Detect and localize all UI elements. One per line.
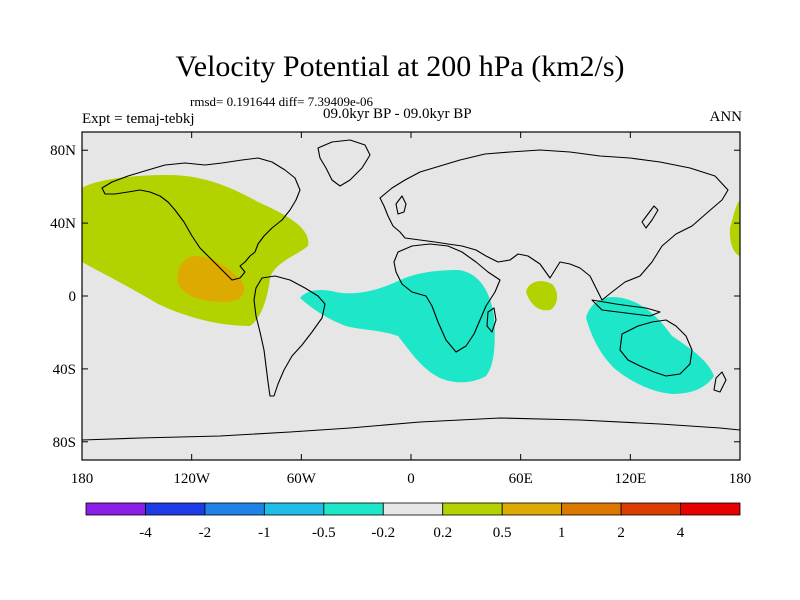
coastline-eurasia <box>379 149 729 301</box>
colorbar-box <box>382 502 444 516</box>
colorbar-box <box>561 502 622 516</box>
colorbar-box <box>145 502 206 516</box>
coastline-australia <box>619 319 693 377</box>
experiment-label: Expt = temaj-tebkj <box>82 111 195 127</box>
colorbar-box <box>263 502 325 516</box>
contour-region-eastern-pacific-max <box>177 256 244 302</box>
coastline-greenland <box>317 139 371 187</box>
colorbar-label: -2 <box>199 525 212 541</box>
colorbar-box <box>501 502 563 516</box>
coastline-africa <box>393 243 501 353</box>
colorbar-box <box>442 502 503 516</box>
colorbar-label: 0.2 <box>433 525 452 541</box>
colorbar-label: 0.5 <box>493 525 512 541</box>
y-tick-label: 40N <box>50 216 76 232</box>
coastline-japan <box>641 205 659 229</box>
map-plot-area <box>82 132 740 460</box>
x-tick-label: 60E <box>509 471 533 487</box>
contour-region-west-pacific-edge-positive <box>729 200 740 256</box>
colorbar-label: -0.2 <box>371 525 395 541</box>
rmsd-subtitle: rmsd= 0.191644 diff= 7.39409e-06 <box>190 94 374 109</box>
coastline-uk <box>395 195 407 215</box>
y-tick-label: 0 <box>69 289 77 305</box>
x-tick-label: 120W <box>173 471 211 487</box>
colorbar-label: 1 <box>558 525 566 541</box>
colorbar-label: 2 <box>617 525 625 541</box>
x-tick-label: 180 <box>729 471 752 487</box>
season-label: ANN <box>709 109 743 125</box>
colorbar-label: -1 <box>258 525 271 541</box>
y-tick-label: 80N <box>50 143 76 159</box>
colorbar-box <box>85 502 146 516</box>
x-tick-label: 0 <box>407 471 415 487</box>
contour-region-north-pacific-positive <box>82 174 309 326</box>
colorbar-box <box>323 502 384 516</box>
contour-region-indian-ocean-positive <box>526 281 558 311</box>
contour-region-australia-negative <box>586 296 714 394</box>
colorbar-box <box>204 502 265 516</box>
coastline-north-america <box>101 157 301 281</box>
coastline-new-zealand <box>713 371 727 393</box>
colorbar-label: -4 <box>139 525 152 541</box>
x-tick-label: 180 <box>71 471 94 487</box>
y-tick-label: 80S <box>53 435 76 451</box>
colorbar-box <box>620 502 681 516</box>
contour-region-atlantic-africa-negative <box>300 270 495 383</box>
colorbar-label: 4 <box>677 525 685 541</box>
coastline-antarctica <box>82 417 740 441</box>
colorbar-box <box>680 502 741 516</box>
x-tick-label: 60W <box>287 471 317 487</box>
x-tick-label: 120E <box>614 471 646 487</box>
colorbar-label: -0.5 <box>312 525 336 541</box>
y-tick-label: 40S <box>53 362 76 378</box>
chart-title: Velocity Potential at 200 hPa (km2/s) <box>175 50 625 83</box>
coastline-south-america <box>253 275 326 397</box>
coastline-madagascar <box>486 307 497 333</box>
coastline-indonesia <box>591 299 661 317</box>
period-label: 09.0kyr BP - 09.0kyr BP <box>323 106 472 122</box>
